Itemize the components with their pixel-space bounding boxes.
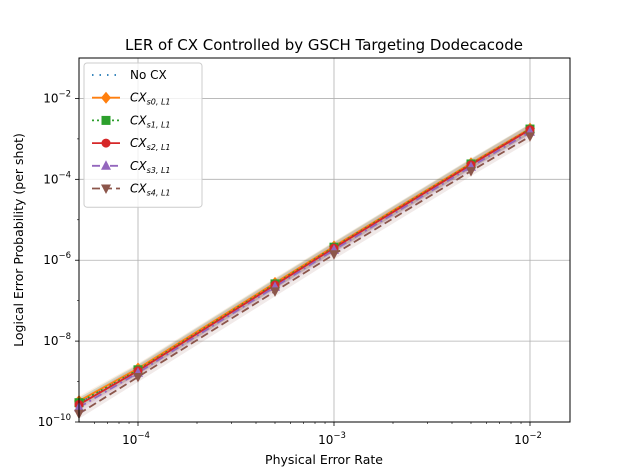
legend: No CX CXs0, L1 CXs1, L1 CXs2, L1 CXs3, L1 CXs… xyxy=(83,62,203,208)
x-tick-label-2: 10−2 xyxy=(514,431,542,447)
chart-title: LER of CX Controlled by GSCH Targeting D… xyxy=(125,36,523,54)
legend-marker-3 xyxy=(101,138,111,148)
legend-label-0: No CX xyxy=(130,68,167,82)
legend-label-2: CXs1, L1 xyxy=(130,113,171,129)
legend-marker-2 xyxy=(101,115,111,125)
series-5-point-5 xyxy=(524,132,535,142)
y-tick-label-1: 10−8 xyxy=(43,332,71,348)
legend-label-3: CXs2, L1 xyxy=(130,136,171,152)
series-lines xyxy=(78,127,531,415)
y-tick-label-2: 10−6 xyxy=(43,251,71,267)
x-tick-label-0: 10−4 xyxy=(122,431,150,447)
legend-label-5: CXs4, L1 xyxy=(130,182,171,198)
legend-marker-1 xyxy=(101,91,111,104)
series-5-point-3 xyxy=(328,250,339,260)
series-line-5 xyxy=(78,135,531,415)
legend-marker-5 xyxy=(101,184,111,194)
y-tick-label-4: 10−2 xyxy=(43,89,71,105)
y-tick-label-3: 10−4 xyxy=(43,170,71,186)
legend-box xyxy=(83,62,203,208)
x-axis-label: Physical Error Rate xyxy=(265,452,383,467)
series-5-point-2 xyxy=(269,287,280,297)
series-line-3 xyxy=(78,128,531,406)
x-tick-label-1: 10−3 xyxy=(318,431,346,447)
plot-frame xyxy=(78,57,571,423)
series-5-point-1 xyxy=(133,372,144,383)
legend-marker-4 xyxy=(101,160,111,170)
legend-label-4: CXs3, L1 xyxy=(130,159,171,175)
y-axis-label: Logical Error Probability (per shot) xyxy=(11,133,26,347)
series-5-point-4 xyxy=(465,167,476,177)
y-tick-label-0: 10−10 xyxy=(38,413,71,429)
axis-ticks: 10−4 10−3 10−2 10−10 10−8 10−6 10−4 10−2 xyxy=(38,89,542,447)
series-line-4 xyxy=(78,130,531,409)
legend-label-1: CXs0, L1 xyxy=(130,91,171,107)
